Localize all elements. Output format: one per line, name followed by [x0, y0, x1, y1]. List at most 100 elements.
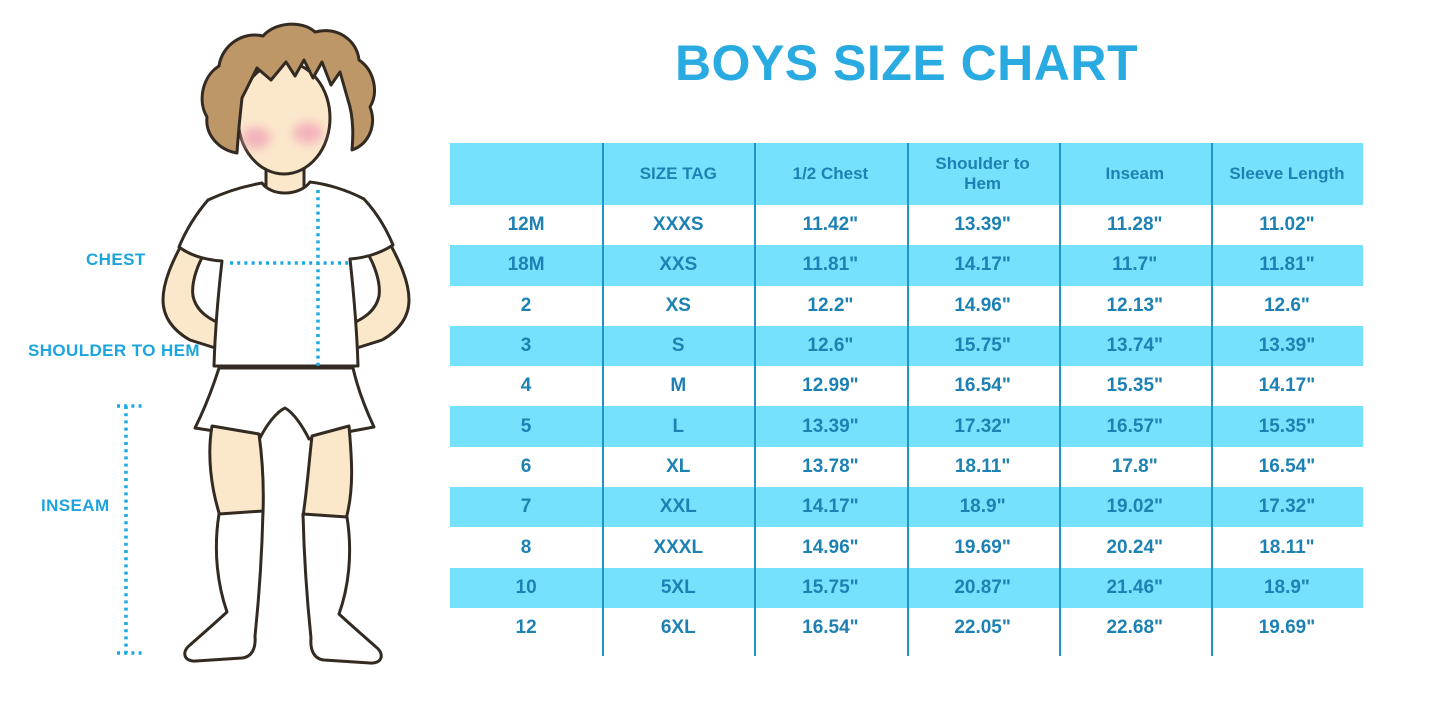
- table-row: 5 L 13.39" 17.32" 16.57" 15.35": [450, 406, 1363, 447]
- table-cell: 18.11": [954, 455, 1011, 477]
- table-cell: 15.75": [802, 576, 859, 598]
- chest-label: CHEST: [86, 250, 146, 269]
- table-cell: 15.35": [1258, 415, 1316, 437]
- table-cell: 12.2": [807, 294, 854, 316]
- table-cell: 14.96": [954, 294, 1011, 316]
- table-cell: 18M: [507, 254, 545, 276]
- table-body: 12M XXXS 11.42" 13.39" 11.28" 11.02" 18M XXS 11.…: [450, 205, 1363, 649]
- boy-legs: [208, 424, 354, 521]
- table-cell: 17.8": [1111, 455, 1158, 477]
- header-cell-sleeve-length: Sleeve Length: [1229, 163, 1345, 183]
- table-row: 10 5XL 15.75" 20.87" 21.46" 18.9": [450, 567, 1363, 608]
- table-cell: 11.28": [1107, 214, 1163, 236]
- table-cell: 12: [515, 617, 537, 639]
- table-cell: 16.54": [954, 375, 1011, 397]
- table-row: 2 XS 12.2" 14.96" 12.13" 12.6": [450, 285, 1363, 326]
- table-cell: 14.17": [954, 254, 1011, 276]
- table-cell: 12.99": [802, 375, 859, 397]
- table-cell: M: [670, 375, 687, 397]
- table-row: 6 XL 13.78" 18.11" 17.8" 16.54": [450, 446, 1363, 488]
- table-cell: 6: [520, 455, 532, 477]
- table-cell: 19.69": [954, 536, 1011, 558]
- header-cell-shoulder-to-hem: Shoulder to Hem: [935, 153, 1030, 193]
- page-title: BOYS SIZE CHART: [674, 35, 1139, 91]
- table-cell: 12.6": [1263, 294, 1310, 316]
- boy-shorts: [193, 366, 376, 441]
- table-cell: 13.39": [802, 415, 859, 437]
- table-cell: 19.02": [1106, 496, 1164, 518]
- table-row: 18M XXS 11.81" 14.17" 11.7" 11.81": [450, 245, 1363, 286]
- boy-cheek-left: [241, 127, 271, 149]
- table-cell: 13.39": [954, 214, 1011, 236]
- table-cell: 22.05": [954, 617, 1011, 639]
- table-row: 12 6XL 16.54" 22.05" 22.68" 19.69": [450, 607, 1363, 649]
- table-cell: 15.35": [1106, 375, 1164, 397]
- shoulder-to-hem-label: SHOULDER TO HEM: [28, 341, 200, 360]
- boy-hair: [200, 22, 376, 155]
- inseam-label: INSEAM: [41, 496, 110, 515]
- table-cell: 14.17": [802, 496, 859, 518]
- table-cell: 2: [520, 294, 532, 316]
- table-cell: 13.74": [1106, 335, 1164, 357]
- table-cell: 12M: [507, 214, 545, 236]
- table-cell: 18.11": [1259, 536, 1315, 558]
- table-cell: 14.17": [1258, 375, 1316, 397]
- boy-socks: [183, 509, 383, 665]
- table-cell: 21.46": [1106, 576, 1164, 598]
- table-cell: 13.39": [1258, 335, 1316, 357]
- table-cell: 17.32": [954, 415, 1011, 437]
- table-cell: 3: [520, 335, 532, 357]
- table-cell: 16.54": [1258, 455, 1316, 477]
- table-cell: L: [672, 415, 685, 437]
- boy-figure-svg: [117, 22, 411, 665]
- table-cell: 6XL: [660, 617, 696, 639]
- table-cell: 16.54": [802, 617, 859, 639]
- table-cell: 13.78": [802, 455, 859, 477]
- table-cell: 11.7": [1112, 254, 1158, 276]
- table-cell: XXL: [659, 496, 697, 518]
- table-cell: 20.24": [1106, 536, 1164, 558]
- table-cell: 12.13": [1106, 294, 1164, 316]
- table-header-row: SIZE TAG 1/2 Chest Shoulder to Hem Insea…: [450, 143, 1363, 205]
- header-cell-half-chest: 1/2 Chest: [792, 163, 869, 183]
- table-cell: XXXS: [652, 214, 704, 236]
- table-cell: 12.6": [807, 335, 854, 357]
- table-cell: 4: [520, 375, 532, 397]
- boy-cheek-right: [293, 122, 323, 144]
- table-row: 7 XXL 14.17" 18.9" 19.02" 17.32": [450, 487, 1363, 528]
- table-cell: XXS: [659, 254, 698, 276]
- table-cell: 17.32": [1258, 496, 1316, 518]
- table-cell: 15.75": [954, 335, 1011, 357]
- table-cell: 20.87": [954, 576, 1011, 598]
- table-cell: 19.69": [1258, 617, 1316, 639]
- table-cell: 11.81": [1259, 254, 1315, 276]
- table-cell: XXXL: [653, 536, 704, 558]
- size-chart-table: SIZE TAG 1/2 Chest Shoulder to Hem Insea…: [450, 143, 1363, 656]
- table-row: 4 M 12.99" 16.54" 15.35" 14.17": [450, 366, 1363, 407]
- table-cell: 5XL: [660, 576, 696, 598]
- table-row: 12M XXXS 11.42" 13.39" 11.28" 11.02": [450, 205, 1363, 246]
- header-cell-size: [450, 143, 602, 205]
- table-cell: 10: [515, 576, 537, 598]
- boy-shirt: [177, 180, 395, 368]
- table-cell: 14.96": [802, 536, 859, 558]
- table-cell: 18.9": [1263, 576, 1310, 598]
- table-cell: XL: [666, 455, 691, 477]
- table-cell: 11.81": [802, 254, 859, 276]
- table-row: 8 XXXL 14.96" 19.69" 20.24" 18.11": [450, 527, 1363, 568]
- header-cell-size-tag: SIZE TAG: [639, 163, 717, 183]
- table-cell: 18.9": [959, 496, 1006, 518]
- table-cell: 8: [520, 536, 532, 558]
- table-cell: XS: [665, 294, 691, 316]
- boy-figure-illustration: CHEST SHOULDER TO HEM INSEAM: [0, 0, 450, 723]
- table-cell: 11.42": [802, 214, 859, 236]
- table-cell: 7: [520, 496, 532, 518]
- table-cell: 22.68": [1106, 617, 1164, 639]
- table-row: 3 S 12.6" 15.75" 13.74" 13.39": [450, 325, 1363, 367]
- table-cell: 16.57": [1106, 415, 1164, 437]
- table-cell: 11.02": [1259, 214, 1315, 236]
- table-cell: S: [671, 335, 685, 357]
- header-cell-inseam: Inseam: [1105, 163, 1165, 183]
- table-cell: 5: [520, 415, 532, 437]
